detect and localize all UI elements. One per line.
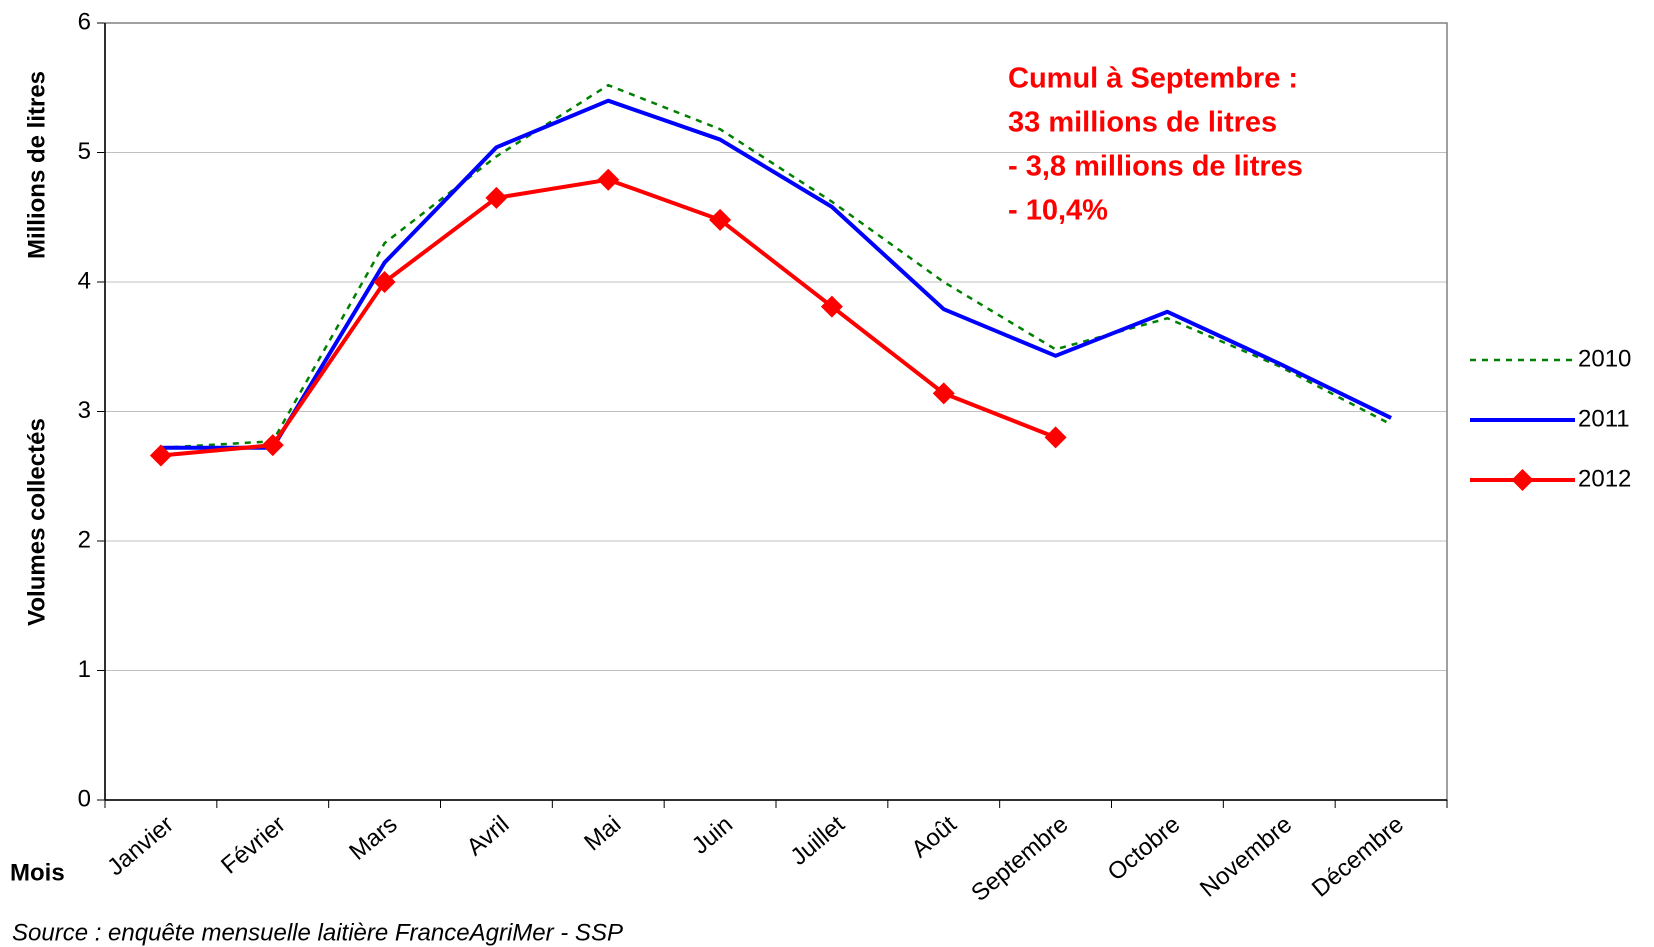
y-tick-label: 0 xyxy=(78,785,91,812)
legend-label: 2012 xyxy=(1578,465,1631,492)
annotation: - 3,8 millions de litres xyxy=(1008,151,1303,183)
y-axis-unit: Millions de litres xyxy=(23,71,50,259)
source-note: Source : enquête mensuelle laitière Fran… xyxy=(12,919,623,946)
y-tick-label: 1 xyxy=(78,656,91,683)
annotation: - 10,4% xyxy=(1008,195,1108,227)
annotation: Cumul à Septembre : xyxy=(1008,63,1298,95)
data-point xyxy=(597,168,620,191)
annotation: 33 millions de litres xyxy=(1008,107,1277,139)
data-point xyxy=(932,382,955,405)
data-point xyxy=(485,186,508,209)
data-point xyxy=(709,208,732,231)
y-tick-label: 6 xyxy=(78,8,91,35)
y-tick-label: 4 xyxy=(78,267,91,294)
data-point xyxy=(149,444,172,467)
data-point xyxy=(373,271,396,293)
legend-label: 2011 xyxy=(1578,405,1630,432)
y-axis-label: Volumes collectés xyxy=(23,418,50,626)
y-tick-label: 2 xyxy=(78,526,91,553)
y-tick-label: 3 xyxy=(78,397,91,424)
y-tick-label: 5 xyxy=(78,138,91,165)
x-axis-label: Mois xyxy=(10,859,65,886)
series-line xyxy=(160,98,1392,450)
legend-label: 2010 xyxy=(1578,345,1631,372)
data-point xyxy=(820,295,843,318)
data-point xyxy=(261,434,284,457)
series-line xyxy=(160,83,1392,450)
legend-marker xyxy=(1511,469,1534,491)
data-point xyxy=(1044,426,1067,449)
